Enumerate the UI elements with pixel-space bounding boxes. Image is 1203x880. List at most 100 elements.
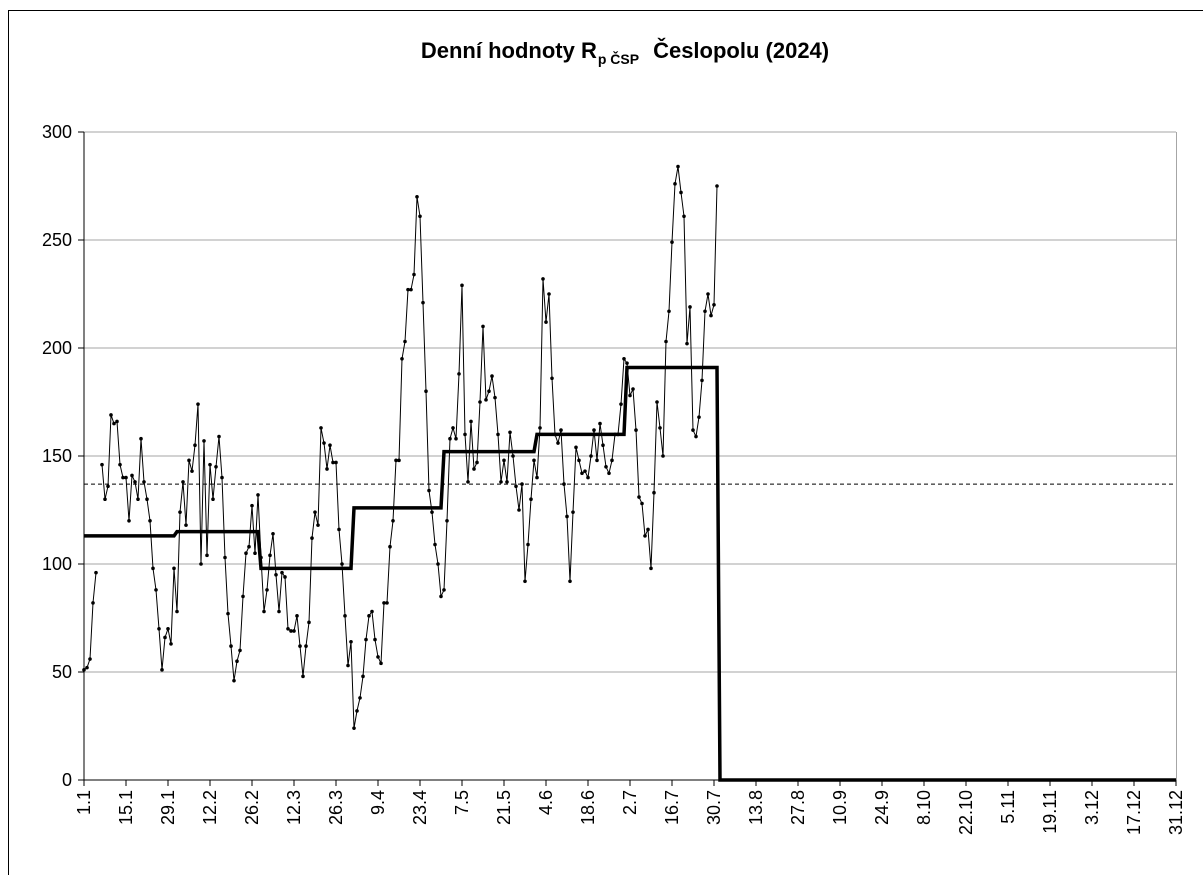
daily-point	[538, 426, 542, 430]
daily-point	[604, 465, 608, 469]
daily-point	[175, 610, 179, 614]
daily-point	[562, 482, 566, 486]
daily-point	[520, 482, 524, 486]
daily-point	[352, 726, 356, 730]
daily-point	[205, 554, 209, 558]
daily-point	[199, 562, 203, 566]
daily-point	[517, 508, 521, 512]
daily-point	[427, 489, 431, 493]
daily-point	[109, 413, 113, 417]
daily-point	[304, 644, 308, 648]
daily-point	[118, 463, 122, 467]
y-tick-label: 300	[42, 122, 72, 142]
daily-point	[526, 543, 530, 547]
daily-point	[418, 214, 422, 218]
daily-point	[217, 435, 221, 439]
daily-point	[277, 610, 281, 614]
daily-point	[340, 562, 344, 566]
daily-point	[481, 325, 485, 329]
daily-point	[403, 340, 407, 344]
daily-point	[487, 389, 491, 393]
daily-point	[355, 709, 359, 713]
daily-point	[124, 476, 128, 480]
daily-point	[571, 510, 575, 514]
daily-point	[628, 394, 632, 398]
daily-point	[262, 610, 266, 614]
daily-point	[475, 461, 479, 465]
x-tick-label: 1.1	[74, 790, 94, 815]
daily-point	[193, 443, 197, 447]
x-tick-label: 3.12	[1082, 790, 1102, 825]
daily-point	[235, 659, 239, 663]
x-tick-label: 8.10	[914, 790, 934, 825]
x-tick-label: 18.6	[578, 790, 598, 825]
daily-point	[595, 459, 599, 463]
daily-point	[424, 389, 428, 393]
daily-point	[583, 469, 587, 473]
x-tick-label: 21.5	[494, 790, 514, 825]
daily-point	[652, 491, 656, 495]
daily-point	[682, 214, 686, 218]
daily-point	[91, 601, 95, 605]
daily-point	[298, 644, 302, 648]
daily-point	[514, 484, 518, 488]
daily-point	[508, 430, 512, 434]
daily-point	[136, 497, 140, 501]
daily-point	[130, 474, 134, 478]
daily-point	[646, 528, 650, 532]
daily-point	[379, 662, 383, 666]
daily-point	[664, 340, 668, 344]
daily-point	[550, 376, 554, 380]
y-tick-label: 0	[62, 770, 72, 790]
daily-point	[385, 601, 389, 605]
daily-point	[601, 443, 605, 447]
daily-point	[178, 510, 182, 514]
daily-point	[685, 342, 689, 346]
daily-point	[244, 551, 248, 555]
title-main: Denní hodnoty R	[421, 38, 597, 63]
daily-point	[94, 571, 98, 575]
daily-point	[100, 463, 104, 467]
daily-point	[592, 428, 596, 432]
daily-point	[631, 387, 635, 391]
daily-point	[238, 649, 242, 653]
daily-point	[706, 292, 710, 296]
daily-point	[208, 463, 212, 467]
daily-point	[559, 428, 563, 432]
daily-point	[673, 182, 677, 186]
daily-point	[409, 288, 413, 292]
daily-point	[280, 571, 284, 575]
daily-point	[505, 480, 509, 484]
daily-point	[163, 636, 167, 640]
daily-point	[241, 595, 245, 599]
title-subscript: p ČSP	[598, 50, 639, 67]
daily-point	[358, 696, 362, 700]
y-tick-label: 200	[42, 338, 72, 358]
daily-point	[676, 165, 680, 169]
daily-line	[84, 167, 717, 729]
daily-point	[313, 510, 317, 514]
daily-point	[256, 493, 260, 497]
daily-point	[694, 435, 698, 439]
daily-point	[547, 292, 551, 296]
daily-point	[433, 543, 437, 547]
daily-point	[223, 556, 227, 560]
daily-point	[457, 372, 461, 376]
daily-point	[181, 480, 185, 484]
daily-point	[412, 273, 416, 277]
daily-point	[307, 621, 311, 625]
daily-point	[565, 515, 569, 519]
daily-point	[670, 240, 674, 244]
daily-point	[169, 642, 173, 646]
x-tick-label: 30.7	[704, 790, 724, 825]
daily-point	[229, 644, 233, 648]
daily-point	[529, 497, 533, 501]
daily-point	[451, 426, 455, 430]
y-tick-label: 50	[52, 662, 72, 682]
daily-point	[211, 497, 215, 501]
daily-point	[397, 459, 401, 463]
daily-point	[160, 668, 164, 672]
daily-point	[373, 638, 377, 642]
daily-point	[607, 471, 611, 475]
